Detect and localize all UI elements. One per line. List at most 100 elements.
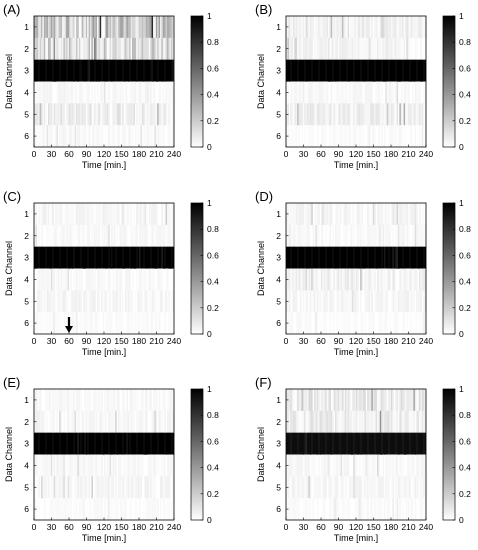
heatmap-cell: [140, 290, 142, 313]
heatmap-cell: [169, 454, 172, 477]
heatmap-cell: [360, 432, 362, 455]
heatmap-cell: [356, 498, 358, 521]
heatmap-cell: [358, 16, 361, 39]
heatmap-cell: [157, 16, 159, 39]
heatmap-cell: [94, 290, 96, 313]
heatmap-cell: [358, 103, 361, 126]
heatmap-cell: [91, 268, 93, 291]
heatmap-cell: [123, 454, 126, 477]
heatmap-cell: [106, 476, 109, 499]
heatmap-cell: [342, 290, 344, 313]
heatmap-cell: [378, 312, 380, 335]
heatmap-cell: [139, 432, 141, 455]
heatmap-cell: [113, 290, 116, 313]
heatmap-cell: [346, 432, 348, 455]
heatmap-cell: [386, 312, 389, 335]
heatmap-cell: [347, 37, 350, 60]
heatmap-cell: [325, 59, 327, 82]
heatmap-cell: [132, 432, 134, 455]
x-tick-label: 210: [401, 149, 415, 159]
heatmap-cell: [74, 37, 77, 60]
y-tick-label: 5: [276, 109, 281, 119]
heatmap-cell: [423, 290, 425, 313]
heatmap-cell: [50, 268, 53, 291]
heatmap-cell: [141, 410, 144, 433]
heatmap-cell: [126, 103, 128, 126]
heatmap-cell: [74, 432, 77, 455]
heatmap-cell: [343, 203, 345, 226]
heatmap-cell: [99, 16, 102, 39]
heatmap-cell: [150, 454, 152, 477]
colorbar-tick-label: 0.8: [207, 37, 219, 47]
heatmap-cell: [384, 312, 386, 335]
heatmap-cell: [406, 498, 408, 521]
heatmap-cell: [113, 246, 116, 269]
heatmap-cell: [108, 125, 110, 148]
heatmap-cell: [291, 312, 294, 335]
heatmap-cell: [420, 37, 422, 60]
heatmap-cell: [353, 37, 355, 60]
heatmap-cell: [300, 290, 302, 313]
heatmap-cell: [400, 432, 403, 455]
heatmap-cell: [388, 16, 390, 39]
heatmap-cell: [60, 125, 63, 148]
heatmap-cell: [409, 16, 411, 39]
heatmap-cell: [328, 476, 330, 499]
y-tick-label: 6: [276, 504, 281, 514]
heatmap-cell: [343, 410, 345, 433]
heatmap-cell: [109, 432, 112, 455]
heatmap-cell: [400, 81, 403, 104]
heatmap-cell: [400, 59, 403, 82]
heatmap-cell: [130, 224, 133, 247]
heatmap-cell: [122, 125, 124, 148]
heatmap-cell: [307, 432, 309, 455]
heatmap-cell: [293, 37, 295, 60]
heatmap-cell: [113, 59, 116, 82]
heatmap-cell: [140, 103, 142, 126]
heatmap-cell: [339, 16, 341, 39]
heatmap-cell: [78, 103, 81, 126]
heatmap-cell: [312, 246, 315, 269]
heatmap-cell: [398, 246, 400, 269]
heatmap-cell: [78, 203, 81, 226]
heatmap-cell: [378, 125, 380, 148]
heatmap-cell: [155, 37, 158, 60]
heatmap-cell: [144, 290, 147, 313]
heatmap-cell: [94, 59, 96, 82]
heatmap-cell: [371, 476, 373, 499]
heatmap-cell: [343, 37, 345, 60]
heatmap-cell: [368, 432, 371, 455]
heatmap-cell: [60, 498, 63, 521]
heatmap-cell: [339, 290, 341, 313]
y-tick-label: 1: [276, 395, 281, 405]
heatmap-cell: [111, 224, 113, 247]
heatmap-cell: [98, 389, 100, 412]
heatmap-cell: [154, 290, 156, 313]
heatmap-cell: [293, 16, 295, 39]
heatmap-cell: [146, 432, 148, 455]
heatmap-cell: [342, 103, 344, 126]
heatmap-cell: [326, 59, 329, 82]
heatmap-cell: [120, 498, 123, 521]
heatmap-cell: [311, 476, 313, 499]
heatmap-cell: [133, 59, 135, 82]
heatmap-cell: [143, 103, 145, 126]
heatmap-cell: [424, 224, 427, 247]
heatmap-cell: [304, 246, 306, 269]
heatmap-cell: [329, 203, 331, 226]
heatmap-cell: [379, 312, 382, 335]
heatmap-cell: [396, 410, 399, 433]
heatmap-cell: [308, 16, 310, 39]
heatmap-cell: [52, 498, 54, 521]
heatmap-cell: [151, 498, 154, 521]
heatmap-cell: [307, 37, 309, 60]
heatmap-cell: [164, 224, 166, 247]
heatmap-cell: [108, 37, 110, 60]
heatmap-cell: [409, 410, 411, 433]
heatmap-cell: [370, 246, 372, 269]
heatmap-cell: [155, 125, 158, 148]
heatmap-cell: [144, 103, 147, 126]
heatmap-cell: [141, 203, 144, 226]
heatmap-cell: [125, 16, 127, 39]
heatmap-cell: [377, 246, 379, 269]
